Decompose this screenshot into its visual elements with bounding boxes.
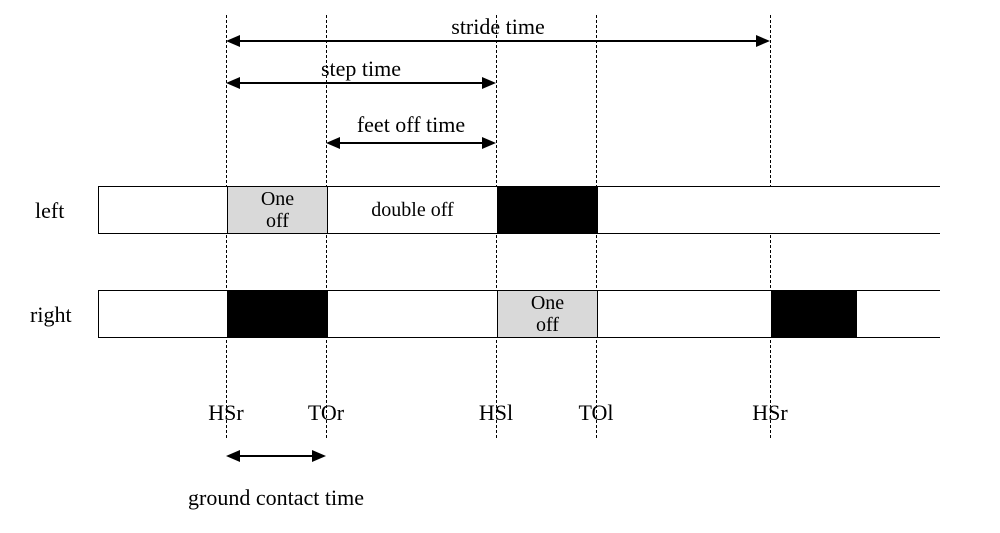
step_time-arrow [234,82,488,84]
left-segment: Oneoff [227,187,327,233]
arrow-head-left-icon [226,77,240,89]
stride_time-label: stride time [451,14,544,40]
event-tick-label: TOr [308,400,344,426]
left-bar: Oneoffdouble off [98,186,940,234]
arrow-head-left-icon [226,35,240,47]
arrow-head-left-icon [226,450,240,462]
event-tick-label: HSr [752,400,787,426]
right-segment [99,291,227,337]
arrow-head-right-icon [482,77,496,89]
left-segment [99,187,227,233]
left-row-label: left [35,198,64,224]
event-tick-label: TOl [578,400,613,426]
left-segment [597,187,941,233]
arrow-head-right-icon [482,137,496,149]
right-segment: Oneoff [497,291,597,337]
left-segment [497,187,597,233]
arrow-head-left-icon [326,137,340,149]
right-segment [856,291,941,337]
feet_off_time-label: feet off time [357,112,465,138]
ground_contact_time-label: ground contact time [188,485,364,511]
right-row-label: right [30,302,72,328]
right-bar: Oneoff [98,290,940,338]
arrow-head-right-icon [756,35,770,47]
event-tick-label: HSl [479,400,513,426]
arrow-head-right-icon [312,450,326,462]
feet_off_time-arrow [334,142,488,144]
event-tick-label: HSr [208,400,243,426]
right-segment [327,291,497,337]
right-segment [597,291,771,337]
step_time-label: step time [321,56,401,82]
right-segment [771,291,856,337]
left-segment: double off [327,187,497,233]
right-segment [227,291,327,337]
ground_contact_time-arrow [234,455,318,457]
stride_time-arrow [234,40,762,42]
